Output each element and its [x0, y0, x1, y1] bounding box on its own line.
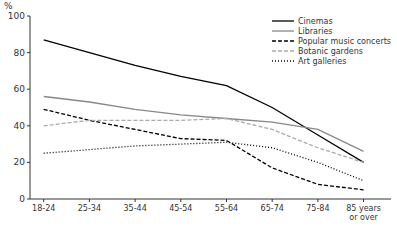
- y-tick: [27, 16, 30, 17]
- x-tick: [89, 199, 90, 202]
- x-tick-label-line: 35-44: [123, 204, 146, 213]
- y-tick-label: 60: [14, 84, 26, 94]
- x-tick-label-line: or over: [349, 213, 378, 222]
- series-line: [44, 142, 364, 180]
- legend-swatch: [272, 40, 294, 41]
- y-axis: [30, 16, 31, 199]
- x-tick: [226, 199, 227, 202]
- series-line: [44, 109, 364, 190]
- x-tick-label-line: 85 years: [346, 204, 381, 213]
- x-tick-label: 85 yearsor over: [346, 204, 381, 222]
- y-axis-label: %: [4, 1, 13, 11]
- x-tick: [135, 199, 136, 202]
- x-tick-label: 25-34: [78, 204, 101, 213]
- x-tick-label-line: 75-84: [306, 204, 329, 213]
- y-tick-label: 100: [8, 11, 25, 21]
- legend-swatch: [272, 50, 294, 51]
- legend-label: Libraries: [298, 27, 333, 36]
- y-tick: [27, 52, 30, 53]
- legend: CinemasLibrariesPopular music concertsBo…: [272, 17, 391, 66]
- x-tick-label-line: 18-24: [32, 204, 55, 213]
- x-tick-label: 75-84: [306, 204, 329, 213]
- y-tick-label: 20: [14, 157, 26, 167]
- legend-swatch: [272, 20, 294, 21]
- series-line: [44, 40, 364, 163]
- y-tick: [27, 199, 30, 200]
- legend-label: Cinemas: [298, 17, 333, 26]
- x-tick-label: 35-44: [123, 204, 146, 213]
- x-tick: [317, 199, 318, 202]
- x-tick-label: 45-54: [169, 204, 192, 213]
- x-tick: [180, 199, 181, 202]
- legend-label: Botanic gardens: [298, 47, 363, 56]
- x-tick-label-line: 25-34: [78, 204, 101, 213]
- legend-label: Popular music concerts: [298, 37, 391, 46]
- lines: [44, 40, 364, 190]
- series-line: [44, 118, 364, 162]
- y-tick-label: 80: [14, 48, 26, 58]
- x-tick-label-line: 55-64: [215, 204, 238, 213]
- x-tick-label-line: 45-54: [169, 204, 192, 213]
- y-tick-label: 40: [14, 121, 26, 131]
- y-tick-label: 0: [19, 194, 25, 204]
- chart: 0 20 40 60 80 100% 18-24 25-34 35-44 45-54 55-64 65…: [0, 0, 397, 227]
- series-line: [44, 97, 364, 152]
- x-tick-label: 65-74: [261, 204, 284, 213]
- legend-swatch: [272, 30, 294, 31]
- legend-swatch: [272, 60, 294, 61]
- y-tick: [27, 89, 30, 90]
- x-axis: [30, 199, 391, 200]
- x-tick: [43, 199, 44, 202]
- x-tick-label: 55-64: [215, 204, 238, 213]
- x-tick: [363, 199, 364, 202]
- x-tick-label-line: 65-74: [261, 204, 284, 213]
- x-tick: [272, 199, 273, 202]
- legend-label: Art galleries: [298, 57, 346, 66]
- x-tick-label: 18-24: [32, 204, 55, 213]
- y-tick: [27, 125, 30, 126]
- y-tick: [27, 162, 30, 163]
